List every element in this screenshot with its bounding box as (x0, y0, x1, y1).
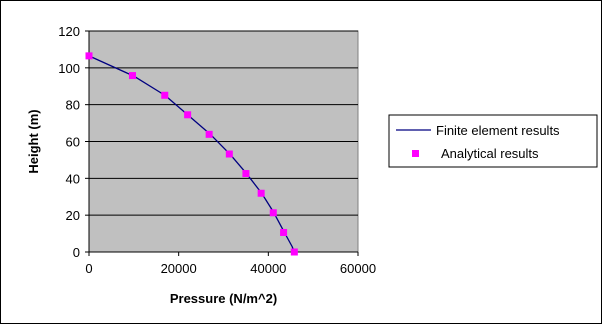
data-point-analytical (205, 130, 213, 138)
x-axis-ticks: 0 20000 40000 60000 (85, 31, 376, 276)
x-tick-label: 20000 (161, 261, 197, 276)
data-point-analytical (85, 52, 93, 60)
data-point-analytical (225, 150, 233, 158)
x-tick-label: 0 (85, 261, 92, 276)
y-tick-label: 20 (66, 208, 80, 223)
legend-box (388, 114, 598, 168)
data-point-analytical (280, 228, 288, 236)
y-tick-label: 100 (58, 61, 80, 76)
y-tick-label: 120 (58, 24, 80, 39)
y-tick-label: 60 (66, 135, 80, 150)
y-axis-ticks: 0 20 40 60 80 100 120 (58, 24, 89, 260)
y-tick-label: 80 (66, 98, 80, 113)
data-point-analytical (161, 91, 169, 99)
data-point-analytical (257, 189, 265, 197)
x-axis-title: Pressure (N/m^2) (170, 291, 277, 306)
data-point-analytical (184, 111, 192, 119)
chart-svg: 0 20 40 60 80 100 120 0 20000 40000 60000 Height … (26, 24, 598, 306)
legend-swatch-marker (412, 150, 419, 157)
legend-label-analytical: Analytical results (441, 146, 539, 161)
legend: Finite element results Analytical result… (388, 114, 598, 168)
x-tick-label: 60000 (340, 261, 376, 276)
y-tick-label: 40 (66, 171, 80, 186)
series-layer (85, 52, 298, 256)
legend-label-finite-element: Finite element results (436, 123, 560, 138)
y-axis-title: Height (m) (26, 109, 41, 173)
data-point-analytical (242, 170, 250, 178)
data-point-analytical (290, 248, 298, 256)
data-point-analytical (269, 209, 277, 217)
x-tick-label: 40000 (250, 261, 286, 276)
y-tick-label: 0 (73, 245, 80, 260)
data-point-analytical (128, 72, 136, 80)
gridlines (89, 30, 358, 216)
